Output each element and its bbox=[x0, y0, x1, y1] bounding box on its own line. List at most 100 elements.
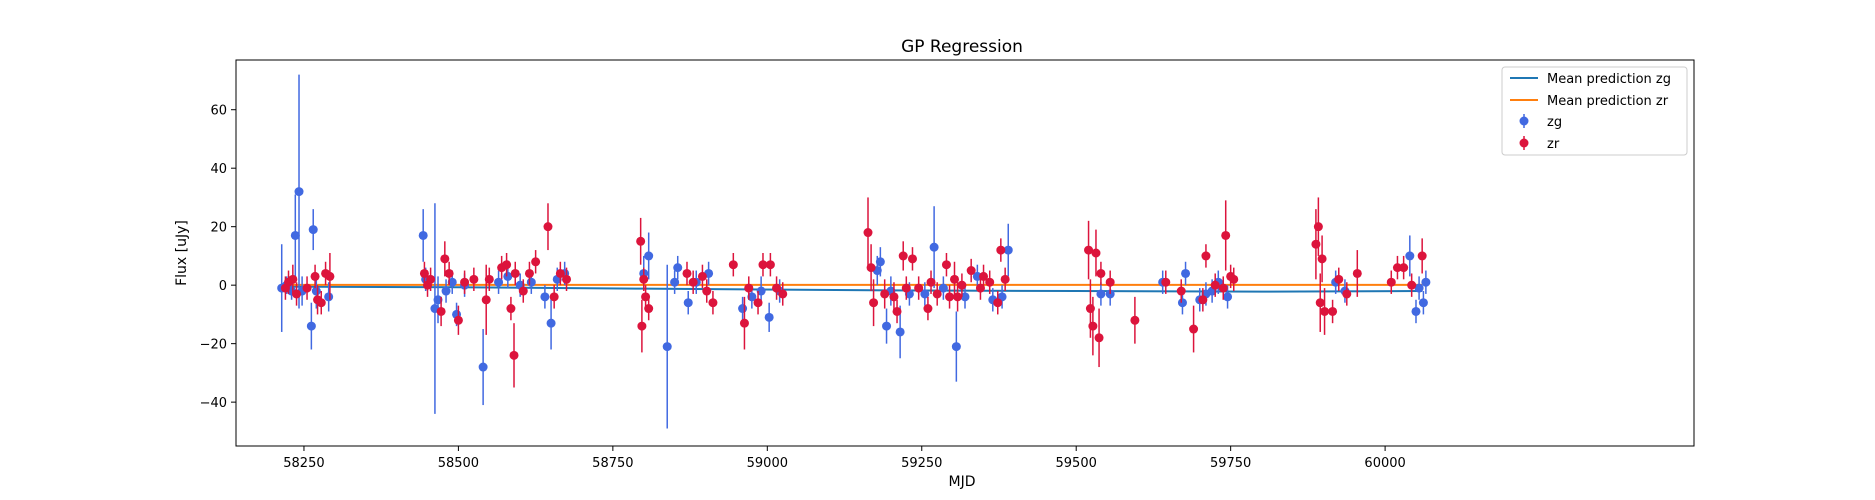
zg-data-point bbox=[960, 292, 970, 302]
zr-data-point bbox=[1218, 283, 1228, 293]
legend: Mean prediction zg Mean prediction zr zg… bbox=[1501, 66, 1688, 156]
zr-data-point bbox=[863, 228, 873, 238]
zr-data-point bbox=[1313, 222, 1323, 232]
x-axis-ticks: 58250 58500 58750 59000 59250 59500 59750 60000 bbox=[283, 446, 1406, 471]
zr-data-point bbox=[1317, 254, 1327, 264]
zr-data-point bbox=[644, 304, 654, 314]
zg-data-point bbox=[447, 277, 457, 287]
zg-data-point bbox=[1223, 292, 1233, 302]
zg-data-point bbox=[756, 286, 766, 296]
zr-data-point bbox=[325, 271, 335, 281]
zg-data-point bbox=[1181, 268, 1191, 278]
zg-data-point bbox=[546, 318, 556, 328]
zr-data-point bbox=[1407, 280, 1417, 290]
legend-label-zg: zg bbox=[1547, 115, 1562, 130]
zg-data-point bbox=[764, 312, 774, 322]
zg-data-point bbox=[1418, 298, 1428, 308]
zr-data-point bbox=[728, 260, 738, 270]
zr-data-point bbox=[985, 277, 995, 287]
zr-data-point bbox=[1130, 315, 1140, 325]
zg-data-point bbox=[1405, 251, 1415, 261]
zr-data-point bbox=[502, 260, 512, 270]
zg-data-point bbox=[929, 242, 939, 252]
y-tick-label: −40 bbox=[200, 396, 227, 411]
y-axis-label: Flux [uJy] bbox=[174, 220, 190, 286]
zg-data-point bbox=[433, 295, 443, 305]
zr-data-point bbox=[765, 260, 775, 270]
zr-data-point bbox=[901, 283, 911, 293]
zr-data-point bbox=[1094, 333, 1104, 343]
zr-data-point bbox=[1105, 277, 1115, 287]
zr-data-point bbox=[453, 315, 463, 325]
zr-data-point bbox=[292, 289, 302, 299]
zg-data-point bbox=[1177, 298, 1187, 308]
plot-frame bbox=[235, 59, 1695, 447]
zr-data-point bbox=[1328, 306, 1338, 316]
x-axis-label: MJD bbox=[949, 474, 976, 490]
zr-data-point bbox=[996, 245, 1006, 255]
zg-data-point bbox=[494, 277, 504, 287]
zr-data-point bbox=[953, 292, 963, 302]
plot-area bbox=[236, 60, 1694, 446]
zr-data-point bbox=[419, 268, 429, 278]
zg-data-point bbox=[673, 263, 683, 273]
zr-data-point bbox=[993, 298, 1003, 308]
zr-data-point bbox=[484, 274, 494, 284]
zr-data-point bbox=[310, 271, 320, 281]
zg-data-point bbox=[738, 304, 748, 314]
zr-data-point bbox=[1000, 274, 1010, 284]
zg-data-point bbox=[478, 362, 488, 372]
y-axis-ticks: −40 −20 0 20 40 60 bbox=[200, 104, 236, 411]
zr-data-point bbox=[1386, 277, 1396, 287]
zg-data-point bbox=[294, 187, 304, 197]
x-tick-label: 59750 bbox=[1210, 456, 1251, 471]
zr-data-point bbox=[1320, 306, 1330, 316]
zr-data-point bbox=[914, 283, 924, 293]
zr-data-point bbox=[907, 254, 917, 264]
zg-data-point bbox=[747, 292, 757, 302]
legend-label-mean-zg: Mean prediction zg bbox=[1547, 72, 1671, 87]
zr-data-point bbox=[697, 271, 707, 281]
zr-data-point bbox=[510, 268, 520, 278]
zr-data-point bbox=[549, 292, 559, 302]
zg-data-point bbox=[1421, 277, 1431, 287]
zr-data-point bbox=[562, 274, 572, 284]
zr-data-point bbox=[957, 280, 967, 290]
x-tick-label: 59000 bbox=[747, 456, 788, 471]
chart-title: GP Regression bbox=[901, 37, 1023, 57]
zr-data-point bbox=[543, 222, 553, 232]
zr-data-point bbox=[1417, 251, 1427, 261]
zr-data-point bbox=[639, 274, 649, 284]
x-tick-label: 60000 bbox=[1364, 456, 1405, 471]
zr-data-point bbox=[898, 251, 908, 261]
zr-data-point bbox=[1161, 277, 1171, 287]
zr-data-point bbox=[1352, 268, 1362, 278]
zg-data-point bbox=[503, 271, 513, 281]
zr-data-point bbox=[932, 289, 942, 299]
zr-data-point bbox=[744, 283, 754, 293]
zg-data-point bbox=[540, 292, 550, 302]
legend-label-mean-zr: Mean prediction zr bbox=[1547, 94, 1669, 109]
zg-data-point bbox=[895, 327, 905, 337]
zg-data-point bbox=[324, 292, 334, 302]
zg-data-point bbox=[1096, 289, 1106, 299]
zr-data-point bbox=[426, 274, 436, 284]
zr-data-point bbox=[866, 263, 876, 273]
zr-data-point bbox=[1198, 295, 1208, 305]
zr-data-point bbox=[945, 292, 955, 302]
zr-data-point bbox=[518, 286, 528, 296]
legend-marker-zr bbox=[1519, 138, 1529, 148]
legend-marker-zg bbox=[1519, 116, 1529, 126]
zr-data-point bbox=[702, 286, 712, 296]
legend-label-zr: zr bbox=[1547, 137, 1560, 152]
zr-data-point bbox=[481, 295, 491, 305]
zr-data-point bbox=[1096, 268, 1106, 278]
zr-data-point bbox=[460, 277, 470, 287]
x-tick-label: 59500 bbox=[1056, 456, 1097, 471]
zr-data-point bbox=[1084, 245, 1094, 255]
zg-data-point bbox=[951, 342, 961, 352]
zg-data-point bbox=[526, 277, 536, 287]
zr-data-point bbox=[979, 271, 989, 281]
zr-data-point bbox=[753, 298, 763, 308]
zr-data-point bbox=[758, 260, 768, 270]
